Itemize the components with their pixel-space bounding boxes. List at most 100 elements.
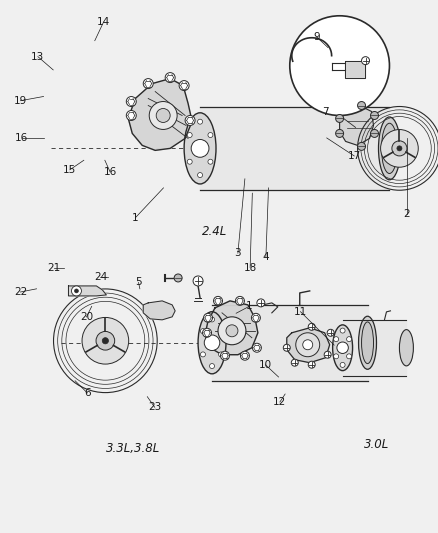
Text: 2: 2 <box>403 209 409 220</box>
Circle shape <box>335 130 343 138</box>
Circle shape <box>346 354 351 359</box>
Text: 1: 1 <box>132 213 138 223</box>
Text: 17: 17 <box>347 151 360 161</box>
Circle shape <box>346 337 351 342</box>
Circle shape <box>174 274 182 282</box>
Circle shape <box>191 140 208 157</box>
Polygon shape <box>205 301 257 355</box>
Circle shape <box>197 119 202 124</box>
Circle shape <box>333 354 338 359</box>
Circle shape <box>187 159 192 164</box>
Ellipse shape <box>332 325 352 370</box>
Circle shape <box>323 351 330 358</box>
Circle shape <box>357 142 365 150</box>
Ellipse shape <box>381 123 396 174</box>
Ellipse shape <box>399 329 413 366</box>
Circle shape <box>220 351 229 360</box>
Text: 21: 21 <box>47 263 60 272</box>
Circle shape <box>200 329 205 334</box>
Circle shape <box>204 335 219 351</box>
Text: 4: 4 <box>262 252 268 262</box>
Circle shape <box>290 359 297 366</box>
Circle shape <box>218 317 245 345</box>
Polygon shape <box>212 305 367 381</box>
Circle shape <box>187 133 192 138</box>
Text: 11: 11 <box>293 306 307 317</box>
Polygon shape <box>143 301 175 320</box>
Circle shape <box>235 296 244 305</box>
Text: 16: 16 <box>103 167 117 177</box>
Polygon shape <box>342 320 406 376</box>
Text: 1: 1 <box>245 301 252 311</box>
Text: 3.3L,3.8L: 3.3L,3.8L <box>106 442 159 455</box>
Polygon shape <box>68 286 106 296</box>
Circle shape <box>335 115 343 123</box>
Circle shape <box>336 342 347 353</box>
Polygon shape <box>344 61 364 78</box>
Circle shape <box>82 318 128 364</box>
Circle shape <box>203 313 212 322</box>
Circle shape <box>71 286 81 296</box>
Circle shape <box>302 340 312 350</box>
Circle shape <box>218 329 223 334</box>
Circle shape <box>339 328 344 333</box>
Circle shape <box>179 80 189 91</box>
Text: 12: 12 <box>272 397 286 407</box>
Circle shape <box>213 296 222 305</box>
Text: 3: 3 <box>234 248 240 258</box>
Circle shape <box>252 343 261 352</box>
Circle shape <box>102 337 108 344</box>
Text: 22: 22 <box>14 287 27 297</box>
Text: 24: 24 <box>94 272 107 282</box>
Text: 3.0L: 3.0L <box>363 438 388 451</box>
Circle shape <box>209 364 214 368</box>
Ellipse shape <box>358 316 376 369</box>
Polygon shape <box>339 106 373 146</box>
Circle shape <box>126 96 136 107</box>
Ellipse shape <box>361 322 373 364</box>
Circle shape <box>226 325 237 337</box>
Circle shape <box>143 78 153 88</box>
Circle shape <box>209 317 214 322</box>
Text: 18: 18 <box>243 263 256 272</box>
Circle shape <box>218 352 223 357</box>
Text: 16: 16 <box>15 133 28 143</box>
Circle shape <box>251 313 260 322</box>
Circle shape <box>208 159 212 164</box>
Circle shape <box>202 328 211 337</box>
Text: 14: 14 <box>97 17 110 27</box>
Circle shape <box>240 351 249 360</box>
Circle shape <box>156 109 170 123</box>
Ellipse shape <box>184 113 215 184</box>
Polygon shape <box>200 107 389 190</box>
Circle shape <box>200 352 205 357</box>
Circle shape <box>370 111 378 119</box>
Circle shape <box>197 173 202 177</box>
Circle shape <box>391 141 406 156</box>
Circle shape <box>333 337 338 342</box>
Circle shape <box>149 101 177 130</box>
Circle shape <box>326 329 333 336</box>
Circle shape <box>295 333 319 357</box>
Text: 7: 7 <box>321 108 328 117</box>
Text: 13: 13 <box>31 52 44 62</box>
Circle shape <box>307 361 314 368</box>
Circle shape <box>185 116 194 125</box>
Circle shape <box>126 110 136 120</box>
Circle shape <box>193 276 203 286</box>
Text: 15: 15 <box>63 165 76 175</box>
Circle shape <box>357 101 365 109</box>
Circle shape <box>370 130 378 138</box>
Circle shape <box>283 344 290 351</box>
Circle shape <box>165 72 175 83</box>
Circle shape <box>380 130 417 167</box>
Ellipse shape <box>378 117 399 180</box>
Circle shape <box>396 146 401 151</box>
Circle shape <box>361 56 369 64</box>
Text: 5: 5 <box>135 278 141 287</box>
Text: 10: 10 <box>258 360 272 370</box>
Circle shape <box>289 16 389 116</box>
Text: 20: 20 <box>80 312 93 322</box>
Circle shape <box>307 324 314 330</box>
Circle shape <box>74 289 78 293</box>
